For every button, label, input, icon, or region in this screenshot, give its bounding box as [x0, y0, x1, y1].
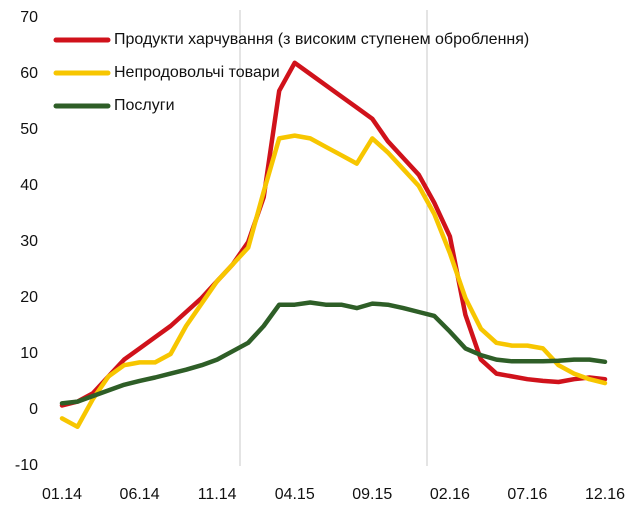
- y-tick-label: 70: [20, 9, 38, 26]
- x-tick-label: 12.16: [585, 486, 625, 503]
- y-tick-label: 0: [29, 401, 38, 418]
- legend-label: Послуги: [114, 97, 175, 114]
- x-tick-label: 06.14: [120, 486, 160, 503]
- series-line: [59, 133, 608, 430]
- y-tick-label: 60: [20, 65, 38, 82]
- legend-label: Непродовольчі товари: [114, 64, 280, 81]
- x-tick-label: 04.15: [275, 486, 315, 503]
- x-tick-label: 09.15: [352, 486, 392, 503]
- x-tick-label: 02.16: [430, 486, 470, 503]
- x-tick-label: 01.14: [42, 486, 82, 503]
- y-tick-label: 50: [20, 121, 38, 138]
- y-tick-label: 20: [20, 289, 38, 306]
- x-tick-label: 07.16: [507, 486, 547, 503]
- y-tick-label: 10: [20, 345, 38, 362]
- y-tick-label: -10: [15, 457, 38, 474]
- y-tick-label: 40: [20, 177, 38, 194]
- y-tick-label: 30: [20, 233, 38, 250]
- legend-label: Продукти харчування (з високим ступенем …: [114, 31, 529, 48]
- series-line: [59, 60, 608, 408]
- series-line: [59, 300, 608, 406]
- x-tick-label: 11.14: [198, 486, 237, 503]
